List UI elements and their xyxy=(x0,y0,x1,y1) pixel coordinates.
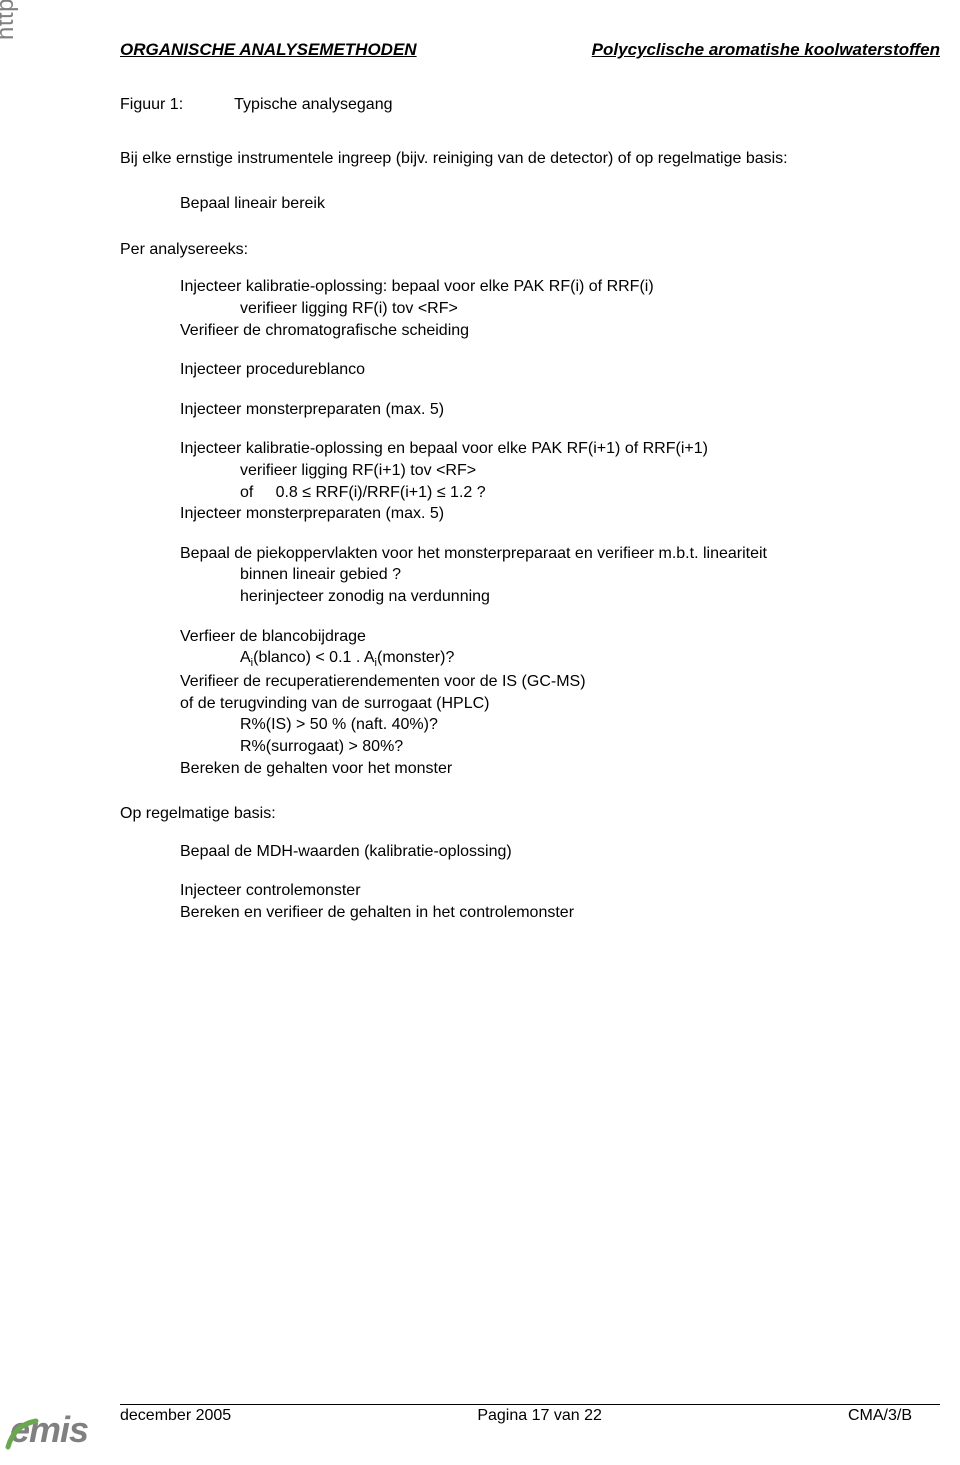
reeks-l5: Injecteer monsterpreparaten (max. 5) xyxy=(180,399,912,421)
reeks-l12: herinjecteer zonodig na verdunning xyxy=(240,586,912,608)
regelmatig-l1: Bepaal de MDH-waarden (kalibratie-oploss… xyxy=(180,841,912,863)
reeks-l3: Verifieer de chromatografische scheiding xyxy=(180,320,912,342)
reeks-l10: Bepaal de piekoppervlakten voor het mons… xyxy=(180,543,912,565)
per-reeks-label: Per analysereeks: xyxy=(120,239,912,261)
page-footer: december 2005 Pagina 17 van 22 CMA/3/B xyxy=(120,1404,940,1425)
running-head: ORGANISCHE ANALYSEMETHODEN Polycyclische… xyxy=(120,40,940,62)
footer-center: Pagina 17 van 22 xyxy=(477,1407,602,1425)
emis-logo: emis xyxy=(10,1409,88,1451)
regelmatig-label: Op regelmatige basis: xyxy=(120,803,912,825)
figure-title: Typische analysegang xyxy=(234,96,392,113)
reeks-l14c: (monster)? xyxy=(377,649,454,666)
swoosh-icon xyxy=(4,1415,40,1451)
reeks-l18: R%(surrogaat) > 80%? xyxy=(240,736,912,758)
reeks-block-2: Injecteer kalibratie-oplossing en bepaal… xyxy=(120,438,912,524)
footer-left: december 2005 xyxy=(120,1407,231,1425)
page-body: ORGANISCHE ANALYSEMETHODEN Polycyclische… xyxy=(120,40,940,923)
reeks-block-1: Injecteer kalibratie-oplossing: bepaal v… xyxy=(120,276,912,341)
regelmatig-block-2: Injecteer controlemonster Bereken en ver… xyxy=(120,880,912,923)
reeks-l6: Injecteer kalibratie-oplossing en bepaal… xyxy=(180,438,912,460)
reeks-l7: verifieer ligging RF(i+1) tov <RF> xyxy=(240,460,912,482)
reeks-l8: of 0.8 ≤ RRF(i)/RRF(i+1) ≤ 1.2 ? xyxy=(240,482,912,504)
regelmatig-l2: Injecteer controlemonster xyxy=(180,880,912,902)
reeks-l14b: (blanco) < 0.1 . A xyxy=(253,649,374,666)
step-bereik: Bepaal lineair bereik xyxy=(180,193,912,215)
regelmatig-l3: Bereken en verifieer de gehalten in het … xyxy=(180,902,912,924)
reeks-l16: of de terugvinding van de surrogaat (HPL… xyxy=(180,693,912,715)
reeks-l11: binnen lineair gebied ? xyxy=(240,564,912,586)
content: Figuur 1: Typische analysegang Bij elke … xyxy=(120,62,940,923)
reeks-l14a: A xyxy=(240,649,251,666)
reeks-l15: Verifieer de recuperatierendementen voor… xyxy=(180,671,912,693)
header-right: Polycyclische aromatishe koolwaterstoffe… xyxy=(592,40,940,60)
figure-label: Figuur 1: xyxy=(120,94,230,116)
reeks-l8b: 0.8 ≤ RRF(i)/RRF(i+1) ≤ 1.2 ? xyxy=(276,484,486,501)
footer-right: CMA/3/B xyxy=(848,1407,912,1425)
reeks-l14: Ai(blanco) < 0.1 . Ai(monster)? xyxy=(240,647,912,671)
sidebar-vertical-text: http://www.emis.vito.be Ministerieel bes… xyxy=(0,0,20,60)
footer-line: december 2005 Pagina 17 van 22 CMA/3/B xyxy=(120,1404,940,1425)
reeks-l2: verifieer ligging RF(i) tov <RF> xyxy=(240,298,912,320)
reeks-l13: Verfieer de blancobijdrage xyxy=(180,626,912,648)
reeks-block-4: Verfieer de blancobijdrage Ai(blanco) < … xyxy=(120,626,912,780)
reeks-l19: Bereken de gehalten voor het monster xyxy=(180,758,912,780)
reeks-block-3: Bepaal de piekoppervlakten voor het mons… xyxy=(120,543,912,608)
figure-line: Figuur 1: Typische analysegang xyxy=(120,94,912,116)
reeks-l9: Injecteer monsterpreparaten (max. 5) xyxy=(180,503,912,525)
reeks-l8a: of xyxy=(240,484,253,501)
reeks-l4: Injecteer procedureblanco xyxy=(180,359,912,381)
header-left: ORGANISCHE ANALYSEMETHODEN xyxy=(120,40,417,60)
reeks-l1: Injecteer kalibratie-oplossing: bepaal v… xyxy=(180,276,912,298)
reeks-l17: R%(IS) > 50 % (naft. 40%)? xyxy=(240,714,912,736)
sidebar-url: http://www.emis.vito.be xyxy=(0,0,19,40)
intro-text: Bij elke ernstige instrumentele ingreep … xyxy=(120,148,912,170)
